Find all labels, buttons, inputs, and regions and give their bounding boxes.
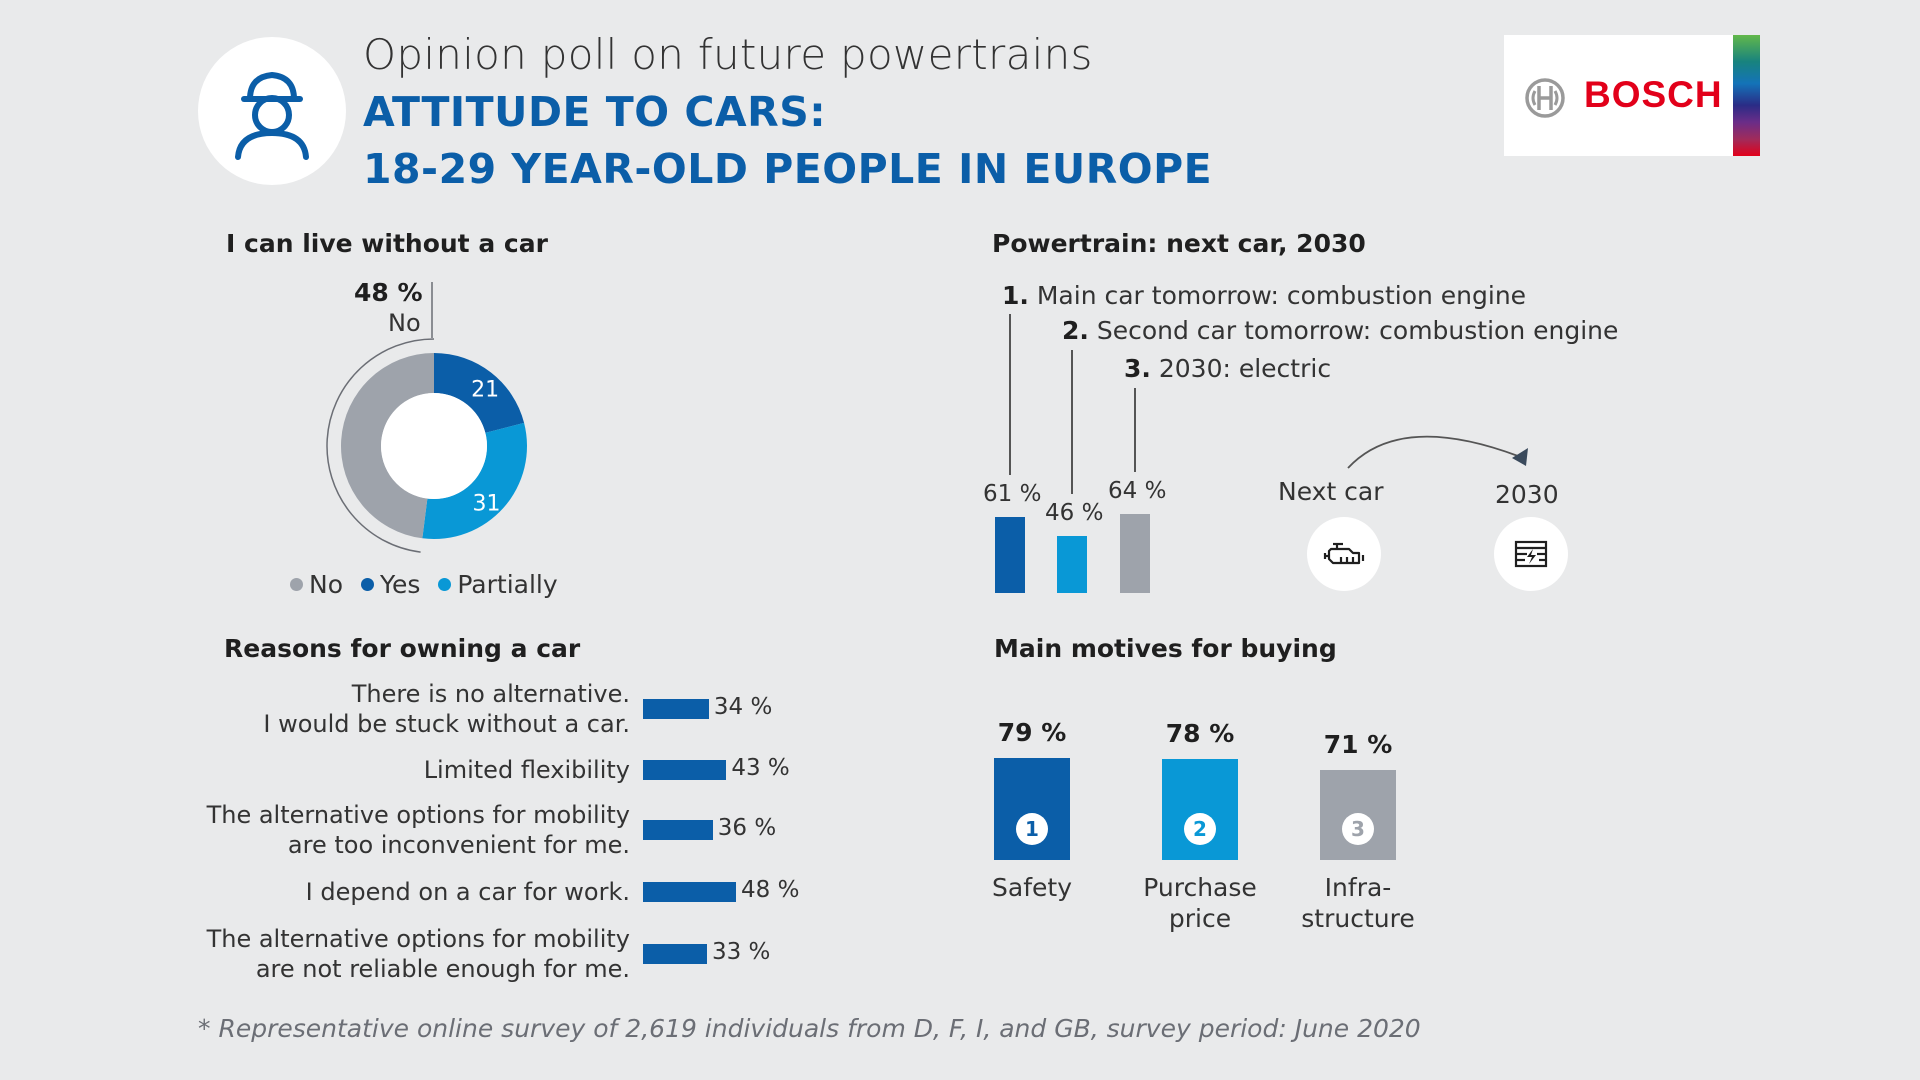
motive-rank-badge: 3 [1342,813,1374,845]
donut-data-label: 21 [471,377,499,402]
motive-label-line: Infra- [1324,873,1392,902]
powertrain-label-text: 2030: electric [1150,354,1332,383]
reason-bar [643,699,709,719]
powertrain-label-text: Main car tomorrow: combustion engine [1028,281,1527,310]
transition-to-label: 2030 [1495,480,1559,509]
powertrain-label-number: 3. [1124,354,1151,383]
reason-label-line: There is no alternative. [351,680,630,708]
reason-label-line: are not reliable enough for me. [255,955,630,983]
reason-label-line: I would be stuck without a car. [263,710,630,738]
page-title-line-1: ATTITUDE TO CARS: [363,88,827,136]
motive-label-line: Purchase [1143,873,1257,902]
electric-battery-icon-circle [1494,517,1568,591]
reason-label: The alternative options for mobility are … [190,924,630,984]
motive-label-line: structure [1301,904,1415,933]
combustion-engine-icon [1323,542,1365,565]
transition-from-label: Next car [1278,477,1384,506]
reason-label: There is no alternative. I would be stuck… [190,679,630,739]
reason-label: The alternative options for mobility are … [190,800,630,860]
powertrain-label: 2. Second car tomorrow: combustion engin… [1062,316,1618,345]
motive-rank-badge: 2 [1184,813,1216,845]
donut-slice-partially [422,422,527,539]
motive-value-label: 79 % [997,717,1067,747]
powertrain-label-number: 2. [1062,316,1089,345]
donut-no-bracket [326,338,435,553]
powertrain-bar [1120,513,1150,593]
donut-slice-yes [434,353,525,433]
logo-color-stripe [1733,35,1760,156]
motive-value-label: 71 % [1323,730,1393,760]
reason-value-label: 36 % [717,815,777,841]
reason-bar [643,820,713,840]
combustion-engine-icon-circle [1307,517,1381,591]
powertrain-value-label: 61 % [983,481,1042,508]
donut-title: I can live without a car [226,229,548,258]
motive-label-line: Safety [992,873,1072,902]
reason-label: Limited flexibility [190,755,630,785]
donut-callout-value: 48 % [354,278,423,307]
page-subtitle: Opinion poll on future powertrains [363,30,1093,79]
page-title-line-2: 18-29 YEAR-OLD PEOPLE IN EUROPE [363,145,1213,193]
motive-label-line: price [1168,904,1232,933]
powertrain-label-number: 1. [1002,281,1029,310]
donut-chart: 21 31 [326,282,527,553]
donut-slice-no [340,353,434,539]
motive-label: Purchase price [1100,872,1300,934]
powertrain-title: Powertrain: next car, 2030 [992,229,1366,258]
reason-label-line: The alternative options for mobility [206,801,630,829]
legend-item-partially: Partially [438,570,558,599]
legend-item-no: No [290,570,343,599]
reason-label-line: Limited flexibility [423,756,630,784]
reason-bar [643,760,727,780]
donut-callout-label: No [388,309,421,337]
donut-hole [381,393,487,499]
legend-item-yes: Yes [361,570,420,599]
powertrain-value-label: 46 % [1045,499,1104,526]
reason-bar [643,944,707,964]
reasons-title: Reasons for owning a car [224,634,581,663]
reason-label-line: are too inconvenient for me. [287,831,630,859]
powertrain-leader-line [1009,314,1011,476]
powertrain-value-label: 64 % [1108,477,1167,504]
powertrain-leader-line [1134,388,1136,472]
bosch-armature-icon [1525,78,1565,118]
powertrain-label: 1. Main car tomorrow: combustion engine [1002,281,1526,310]
avatar-circle [198,37,346,185]
logo-text: BOSCH [1584,74,1723,115]
transition-arrow [1347,435,1528,469]
reason-value-label: 43 % [731,755,790,781]
motive-rank-badge: 1 [1016,813,1048,845]
legend-dot-partially [438,578,452,591]
powertrain-leader-line [1071,350,1073,494]
reason-label-line: The alternative options for mobility [206,925,630,953]
reason-value-label: 48 % [741,877,800,903]
reason-bar [643,882,736,902]
motive-label: Safety [932,872,1132,903]
reason-label-line: I depend on a car for work. [305,878,630,906]
reason-value-label: 34 % [713,694,773,720]
motives-title: Main motives for buying [994,634,1337,663]
motive-value-label: 78 % [1165,719,1235,749]
powertrain-label-text: Second car tomorrow: combustion engine [1088,316,1619,345]
person-icon [235,72,309,160]
donut-data-label: 31 [473,491,501,516]
powertrain-bar [995,517,1025,593]
powertrain-bar [1057,535,1087,593]
donut-legend: No Yes Partially [290,570,558,599]
bosch-logo [1504,35,1760,156]
powertrain-label: 3. 2030: electric [1124,354,1331,383]
footnote: * Representative online survey of 2,619 … [198,1014,1421,1043]
motive-label: Infra-structure [1258,872,1458,934]
reason-value-label: 33 % [711,939,771,965]
legend-dot-no [290,578,303,591]
reason-label: I depend on a car for work. [190,877,630,907]
electric-battery-icon [1514,540,1548,568]
legend-dot-yes [361,578,374,591]
